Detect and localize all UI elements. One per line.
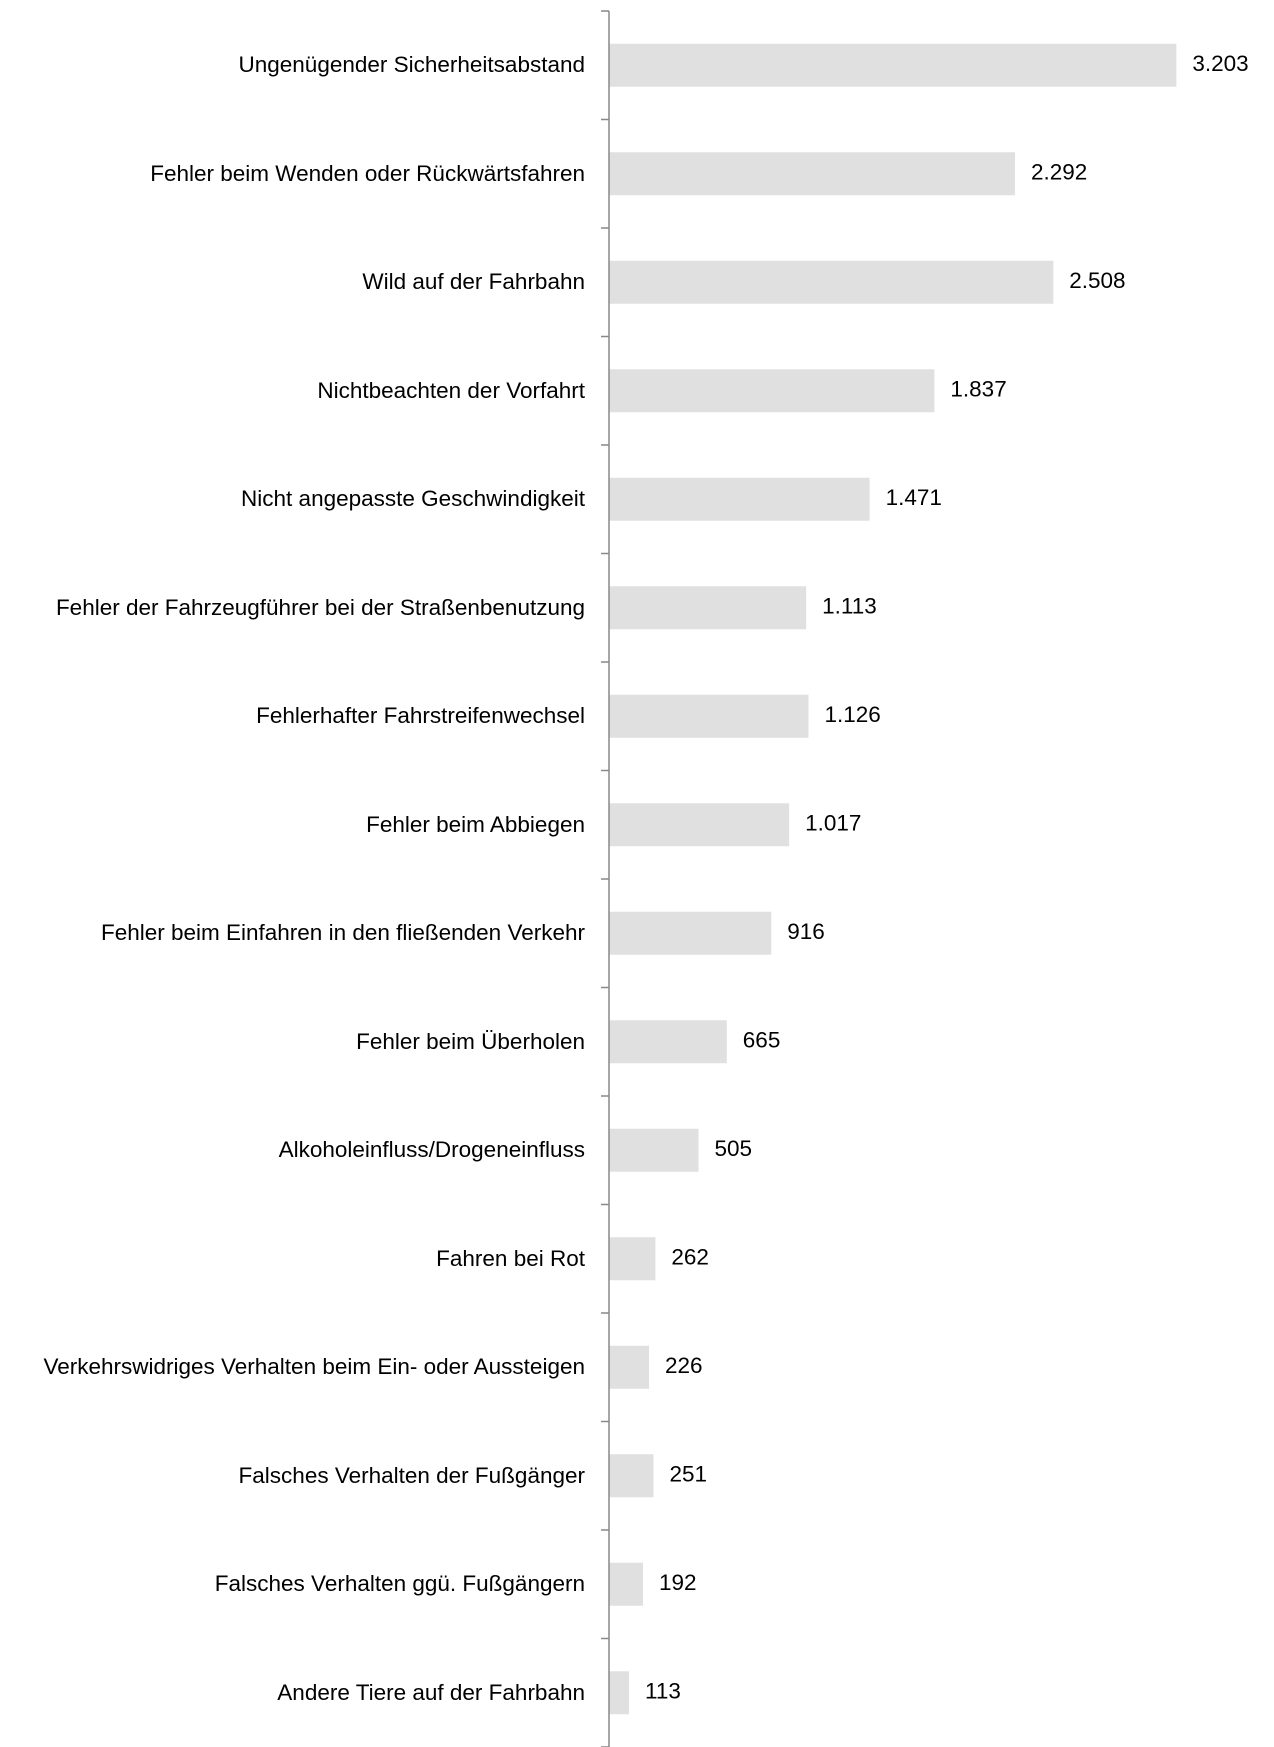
category-label: Falsches Verhalten ggü. Fußgängern xyxy=(214,1571,585,1597)
bar xyxy=(609,1237,656,1281)
value-label: 505 xyxy=(714,1136,752,1161)
value-label: 1.126 xyxy=(824,702,880,727)
value-label: 665 xyxy=(743,1028,781,1053)
bar xyxy=(609,911,772,955)
category-label: Ungenügender Sicherheitsabstand xyxy=(238,52,586,78)
value-label: 113 xyxy=(645,1679,681,1704)
value-label: 2.508 xyxy=(1069,268,1125,293)
value-label: 2.292 xyxy=(1031,160,1087,185)
value-label: 1.471 xyxy=(886,485,942,510)
bar xyxy=(609,1128,699,1172)
bar xyxy=(609,803,790,847)
category-label: Wild auf der Fahrbahn xyxy=(362,269,585,295)
value-label: 916 xyxy=(787,919,825,944)
category-label: Falsches Verhalten der Fußgänger xyxy=(238,1462,585,1488)
value-label: 1.837 xyxy=(950,377,1006,402)
bar xyxy=(609,586,807,630)
category-label: Fehler beim Einfahren in den fließenden … xyxy=(100,920,585,946)
value-label: 3.203 xyxy=(1192,51,1248,76)
value-label: 1.113 xyxy=(822,594,877,619)
bar xyxy=(609,1345,650,1389)
category-label: Nicht angepasste Geschwindigkeit xyxy=(241,486,585,512)
bar xyxy=(609,369,935,413)
bar xyxy=(609,260,1054,304)
bar xyxy=(609,1020,727,1064)
bar xyxy=(609,1562,644,1606)
value-label: 1.017 xyxy=(805,811,861,836)
category-label: Verkehrswidriges Verhalten beim Ein- ode… xyxy=(43,1354,585,1380)
bar xyxy=(609,152,1016,196)
category-label: Fehler beim Überholen xyxy=(356,1028,585,1054)
value-label: 251 xyxy=(669,1462,707,1487)
value-label: 226 xyxy=(665,1353,703,1378)
category-label: Nichtbeachten der Vorfahrt xyxy=(317,377,585,403)
category-label: Fahren bei Rot xyxy=(436,1245,585,1271)
category-label: Fehlerhafter Fahrstreifenwechsel xyxy=(256,703,585,729)
category-label: Fehler beim Wenden oder Rückwärtsfahren xyxy=(150,160,585,186)
category-label: Fehler beim Abbiegen xyxy=(366,811,585,837)
value-label: 192 xyxy=(659,1570,697,1595)
bar xyxy=(609,477,870,521)
bar xyxy=(609,43,1177,87)
value-label: 262 xyxy=(671,1245,709,1270)
category-label: Fehler der Fahrzeugführer bei der Straße… xyxy=(55,594,585,620)
category-label: Andere Tiere auf der Fahrbahn xyxy=(277,1679,585,1705)
bar xyxy=(609,694,809,738)
bar xyxy=(609,1671,630,1715)
bar xyxy=(609,1454,654,1498)
category-label: Alkoholeinfluss/Drogeneinfluss xyxy=(278,1137,585,1163)
